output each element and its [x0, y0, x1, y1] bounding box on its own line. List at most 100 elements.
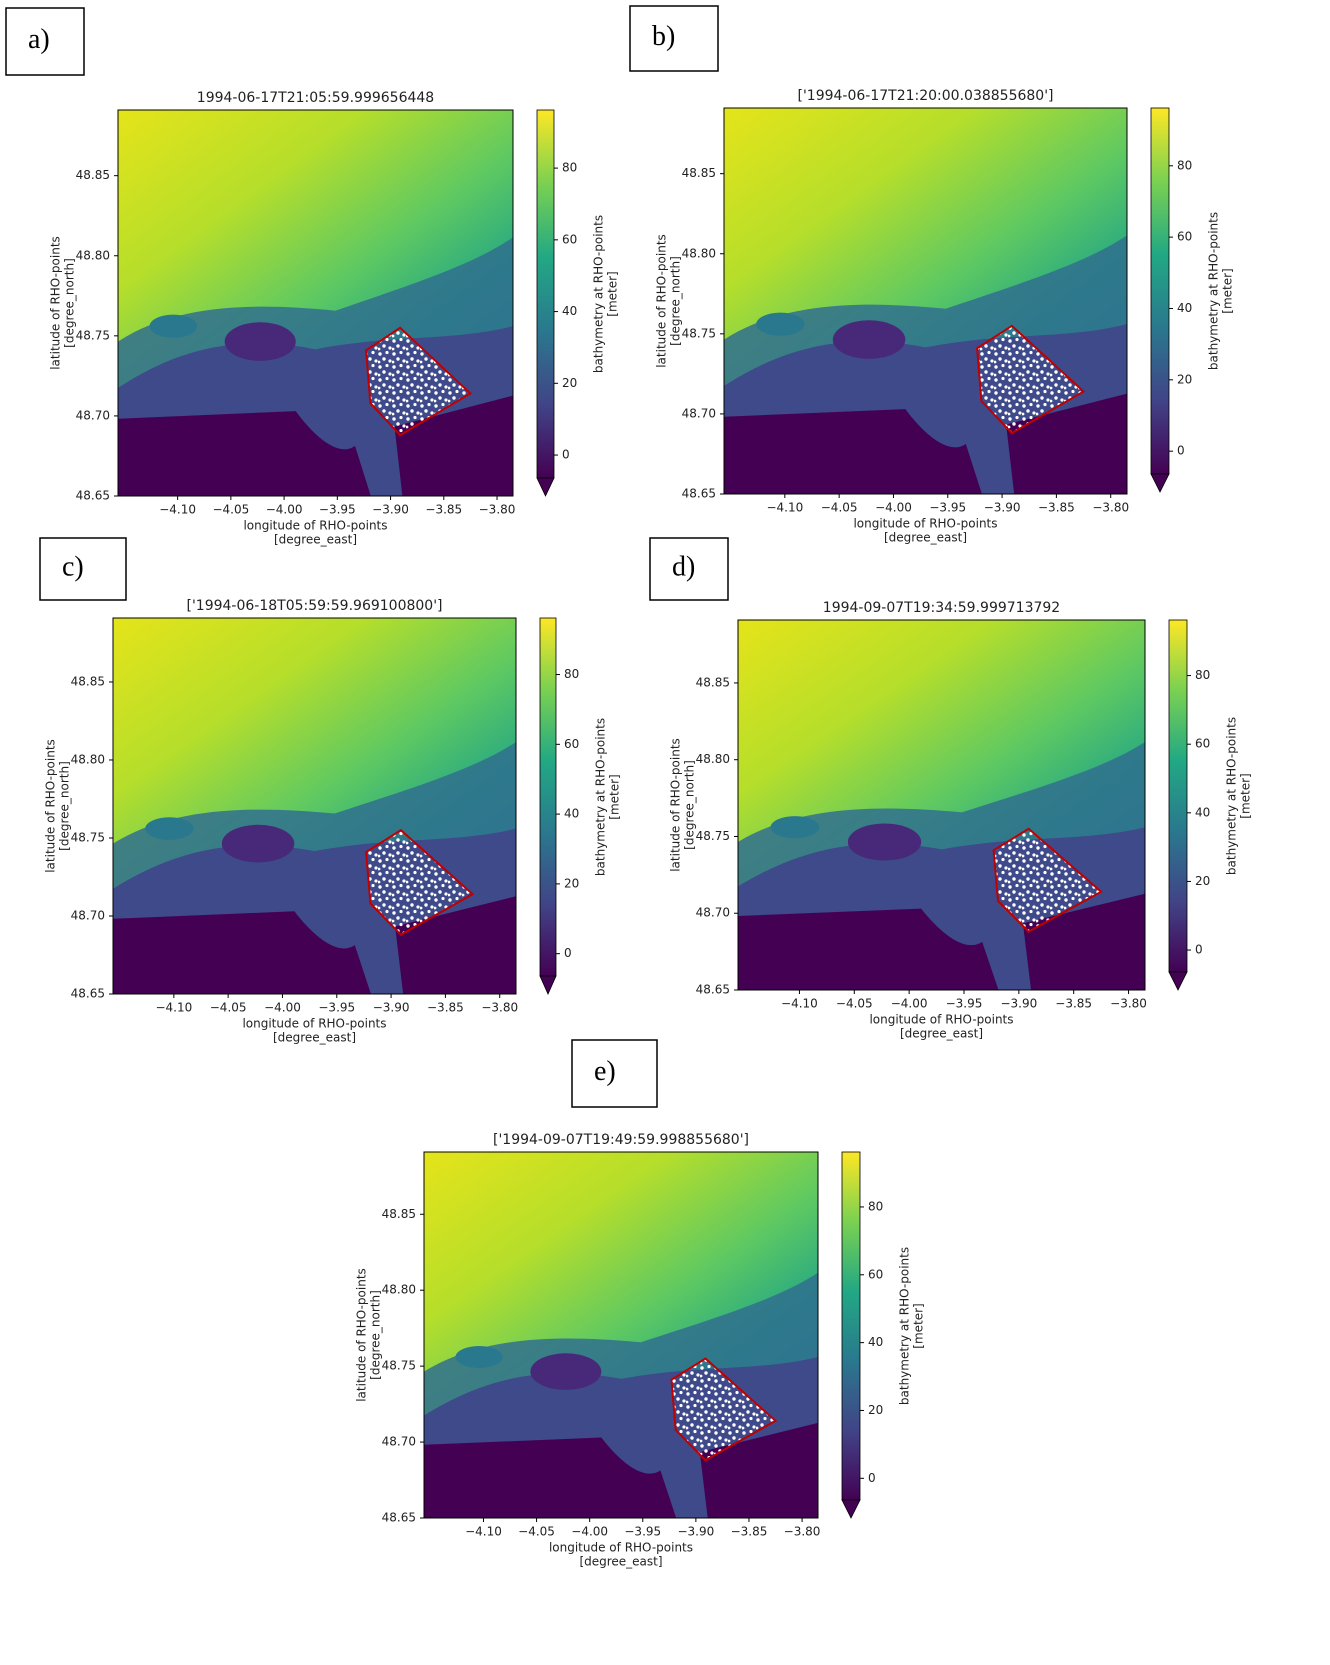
y-tick-label: 48.65	[696, 983, 730, 997]
y-tick-label: 48.70	[76, 408, 110, 422]
colorbar-tick-label: 60	[1195, 737, 1210, 751]
y-axis-label: [degree_north]	[63, 258, 77, 348]
panel-label: d)	[672, 551, 695, 582]
x-axis-label: longitude of RHO-points	[549, 1541, 693, 1555]
x-tick-label: −4.05	[821, 501, 858, 515]
x-tick-label: −4.10	[781, 997, 818, 1011]
y-axis-label: latitude of RHO-points	[669, 738, 683, 872]
bathymetry-field	[118, 110, 513, 496]
y-tick-label: 48.80	[71, 752, 105, 766]
field-deep	[118, 411, 371, 496]
y-tick-label: 48.75	[71, 830, 105, 844]
x-tick-label: −3.80	[1110, 997, 1147, 1011]
y-tick-label: 48.75	[682, 326, 716, 340]
y-axis-label: [degree_north]	[683, 760, 697, 850]
x-tick-label: −3.80	[479, 503, 516, 517]
colorbar-tick-label: 60	[564, 737, 579, 751]
y-tick-label: 48.85	[696, 675, 730, 689]
x-tick-label: −4.00	[571, 1525, 608, 1539]
x-tick-label: −4.00	[875, 501, 912, 515]
colorbar	[1168, 619, 1188, 973]
y-tick-label: 48.80	[682, 246, 716, 260]
field-deep	[738, 908, 999, 990]
release-polygon	[365, 326, 473, 437]
colorbar-label: bathymetry at RHO-points	[592, 215, 606, 373]
colorbar-extend	[539, 975, 557, 995]
y-tick-label: 48.80	[696, 752, 730, 766]
x-tick-label: −4.00	[891, 997, 928, 1011]
panel-label-box	[649, 537, 729, 601]
colorbar-tick-label: 80	[868, 1199, 883, 1213]
y-tick-label: 48.70	[696, 906, 730, 920]
colorbar-tick-label: 0	[562, 448, 570, 462]
colorbar-tick-label: 0	[564, 946, 572, 960]
x-tick-label: −4.10	[155, 1001, 192, 1015]
colorbar-tick-label: 40	[868, 1335, 883, 1349]
x-tick-label: −3.95	[319, 503, 356, 517]
colorbar-tick-label: 20	[1177, 372, 1192, 386]
x-tick-label: −3.95	[946, 997, 983, 1011]
colorbar-extend	[536, 477, 555, 497]
y-tick-label: 48.65	[382, 1511, 416, 1525]
y-tick-label: 48.85	[382, 1207, 416, 1221]
colorbar-label: [meter]	[606, 271, 620, 316]
y-axis-label: latitude of RHO-points	[655, 234, 669, 368]
colorbar-tick-label: 20	[564, 876, 579, 890]
x-tick-label: −4.05	[210, 1001, 247, 1015]
chart-title: 1994-09-07T19:34:59.999713792	[823, 600, 1060, 616]
y-tick-label: 48.85	[71, 674, 105, 688]
colorbar-tick-label: 60	[1177, 230, 1192, 244]
field-blob	[756, 312, 805, 336]
y-tick-label: 48.70	[382, 1435, 416, 1449]
bathymetry-field	[424, 1152, 818, 1518]
x-axis-label: longitude of RHO-points	[243, 519, 387, 533]
colorbar-tick-label: 0	[1177, 444, 1185, 458]
x-tick-label: −4.10	[465, 1525, 502, 1539]
field-blob	[847, 823, 922, 861]
y-axis-label: [degree_north]	[58, 761, 72, 851]
x-axis-label: longitude of RHO-points	[242, 1017, 386, 1031]
y-tick-label: 48.80	[76, 248, 110, 262]
x-axis-label: [degree_east]	[579, 1555, 662, 1569]
colorbar-tick-label: 20	[1195, 874, 1210, 888]
colorbar-label: bathymetry at RHO-points	[1225, 717, 1239, 875]
colorbar-tick-label: 80	[564, 667, 579, 681]
x-tick-label: −3.85	[731, 1525, 768, 1539]
colorbar-extend	[841, 1499, 861, 1519]
x-tick-label: −3.90	[373, 1001, 410, 1015]
field-blob	[145, 817, 194, 840]
y-axis-label: [degree_north]	[669, 256, 683, 346]
panel-label-box	[39, 537, 127, 601]
colorbar-tick-label: 40	[1177, 301, 1192, 315]
field-deep	[424, 1437, 677, 1518]
y-tick-label: 48.65	[71, 987, 105, 1001]
bathymetry-field	[738, 620, 1145, 990]
colorbar-label: [meter]	[912, 1303, 926, 1348]
y-axis-label: latitude of RHO-points	[49, 236, 63, 370]
x-tick-label: −3.95	[929, 501, 966, 515]
x-tick-label: −3.95	[318, 1001, 355, 1015]
x-tick-label: −3.85	[427, 1001, 464, 1015]
panel: a) 1994-06-17T21:05:59.999656448 −4.10 −4.0…	[5, 7, 620, 547]
bathymetry-field	[113, 618, 516, 994]
field-blob	[221, 824, 295, 863]
release-polygon	[992, 827, 1103, 933]
colorbar	[536, 109, 555, 479]
colorbar-tick-label: 40	[562, 304, 577, 318]
colorbar-tick-label: 20	[562, 376, 577, 390]
x-tick-label: −4.10	[159, 503, 196, 517]
chart-title: ['1994-09-07T19:49:59.998855680']	[493, 1132, 749, 1148]
panel: c) ['1994-06-18T05:59:59.969100800'] −4.10…	[39, 537, 622, 1045]
colorbar-tick-label: 80	[1195, 668, 1210, 682]
y-tick-label: 48.75	[76, 328, 110, 342]
colorbar-tick-label: 0	[868, 1471, 876, 1485]
field-blob	[455, 1345, 503, 1368]
colorbar	[841, 1151, 861, 1501]
x-axis-label: longitude of RHO-points	[853, 517, 997, 531]
chart-title: 1994-06-17T21:05:59.999656448	[197, 90, 434, 106]
colorbar	[1150, 107, 1170, 475]
x-axis-label: [degree_east]	[884, 531, 967, 545]
field-blob	[832, 320, 906, 359]
y-tick-label: 48.65	[76, 489, 110, 503]
